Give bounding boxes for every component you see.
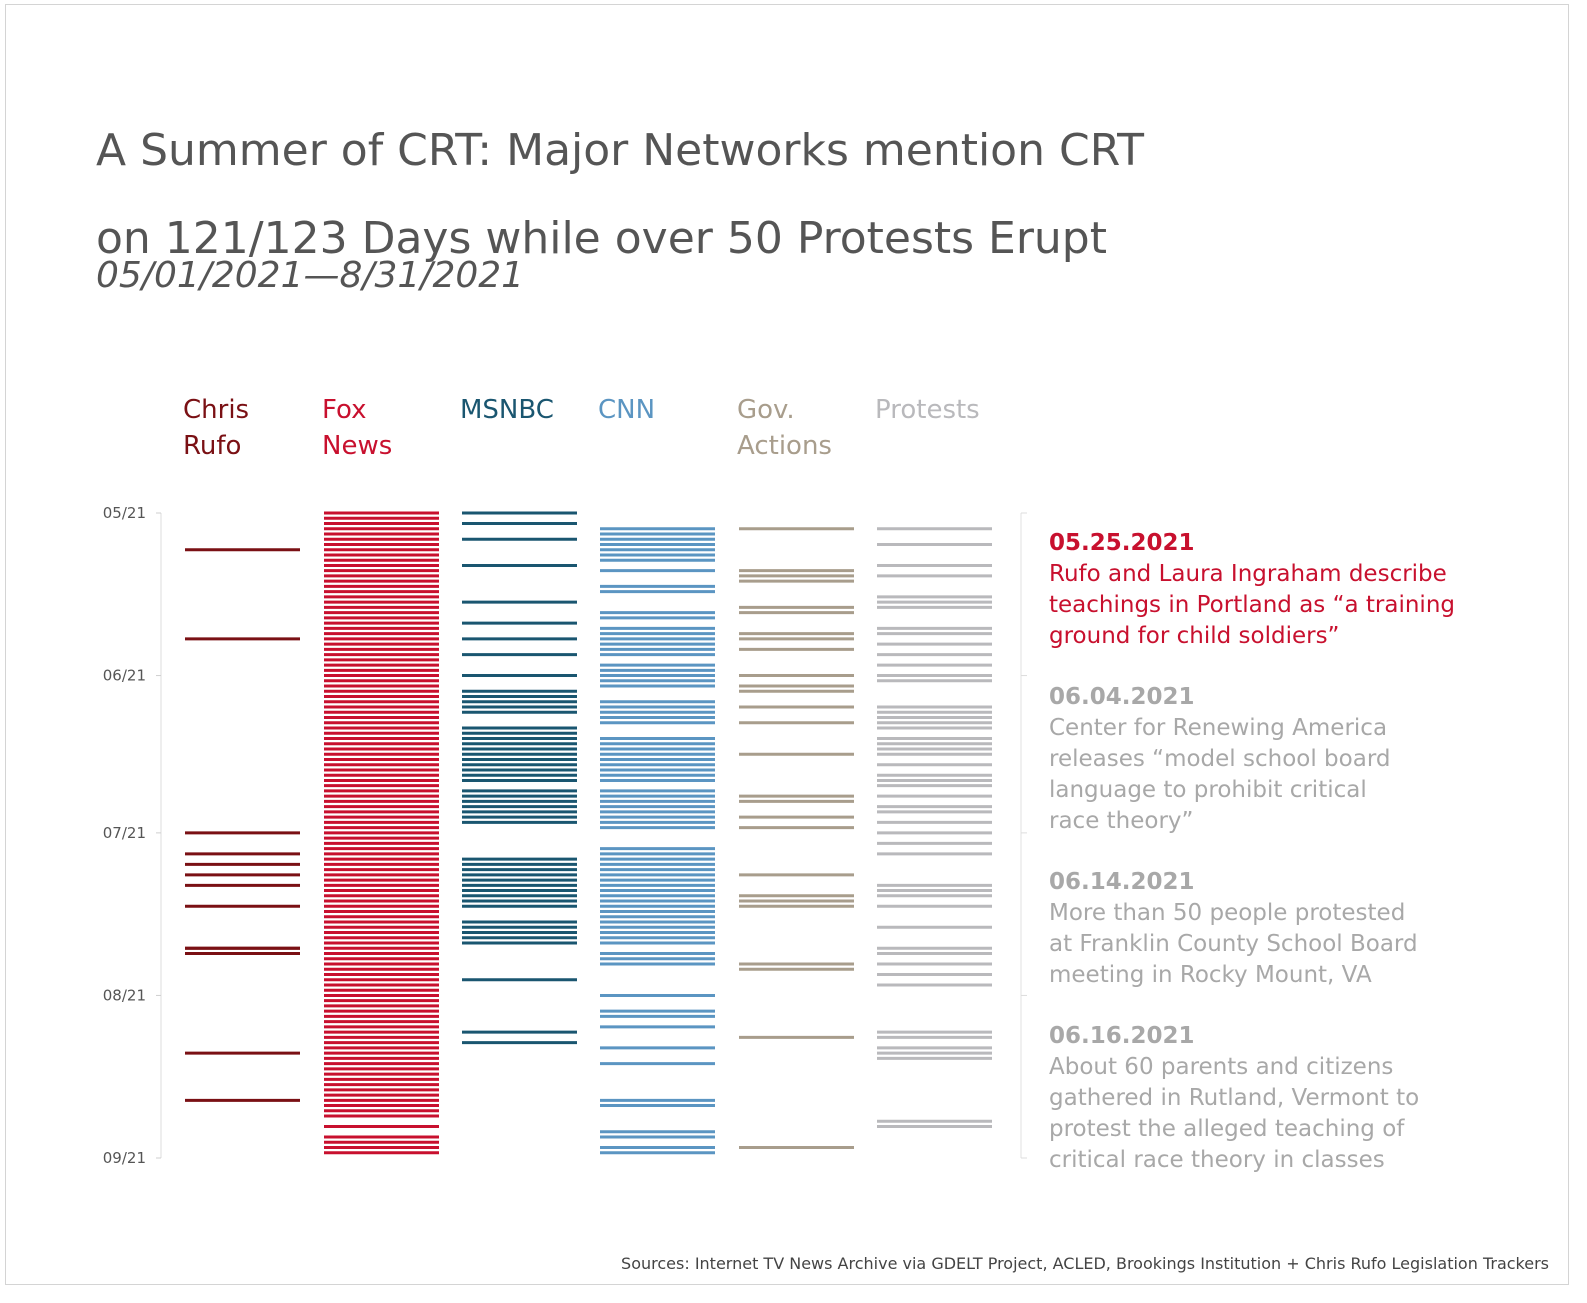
legend-label-fox-news: Fox — [322, 395, 367, 425]
chart-frame — [5, 4, 1569, 1285]
annotation-text: gathered in Rutland, Vermont to — [1049, 1085, 1419, 1111]
annotation-date: 06.04.2021 — [1049, 684, 1195, 710]
annotation-text: teachings in Portland as “a training — [1049, 592, 1455, 618]
sources-note: Sources: Internet TV News Archive via GD… — [621, 1254, 1549, 1273]
annotation-text: race theory” — [1049, 808, 1193, 834]
annotation-text: language to prohibit critical — [1049, 777, 1367, 803]
legend-label-gov-actions: Gov. — [737, 395, 795, 425]
legend-label-chris-rufo: Rufo — [183, 431, 241, 461]
y-tick-label: 07/21 — [103, 824, 146, 842]
annotation-date: 06.16.2021 — [1049, 1023, 1195, 1049]
y-tick-label: 09/21 — [103, 1149, 146, 1167]
annotation-date: 06.14.2021 — [1049, 869, 1195, 895]
annotation-text: ground for child soldiers” — [1049, 623, 1339, 649]
annotation-text: More than 50 people protested — [1049, 900, 1405, 926]
chart-title-line-2: on 121/123 Days while over 50 Protests E… — [96, 213, 1107, 264]
legend-label-msnbc: MSNBC — [460, 395, 554, 425]
legend-label-cnn: CNN — [598, 395, 655, 425]
legend-label-chris-rufo: Chris — [183, 395, 249, 425]
annotation-text: releases “model school board — [1049, 746, 1390, 772]
y-tick-label: 06/21 — [103, 667, 146, 685]
annotation-date: 05.25.2021 — [1049, 530, 1195, 556]
annotation-text: protest the alleged teaching of — [1049, 1116, 1405, 1142]
legend-label-protests: Protests — [875, 395, 980, 425]
annotation-text: critical race theory in classes — [1049, 1147, 1385, 1173]
annotation-text: Center for Renewing America — [1049, 715, 1387, 741]
annotation-text: at Franklin County School Board — [1049, 931, 1418, 957]
chart-title: A Summer of CRT: Major Networks mention … — [96, 120, 1144, 296]
y-tick-label: 05/21 — [103, 504, 146, 522]
chart-title-line-1: A Summer of CRT: Major Networks mention … — [96, 125, 1144, 176]
legend-label-fox-news: News — [322, 431, 392, 461]
chart-subtitle: 05/01/2021—8/31/2021 — [96, 255, 525, 296]
annotation-text: Rufo and Laura Ingraham describe — [1049, 561, 1447, 587]
legend-label-gov-actions: Actions — [737, 431, 832, 461]
annotation-text: meeting in Rocky Mount, VA — [1049, 962, 1372, 988]
annotation-text: About 60 parents and citizens — [1049, 1054, 1393, 1080]
y-tick-label: 08/21 — [103, 986, 146, 1004]
